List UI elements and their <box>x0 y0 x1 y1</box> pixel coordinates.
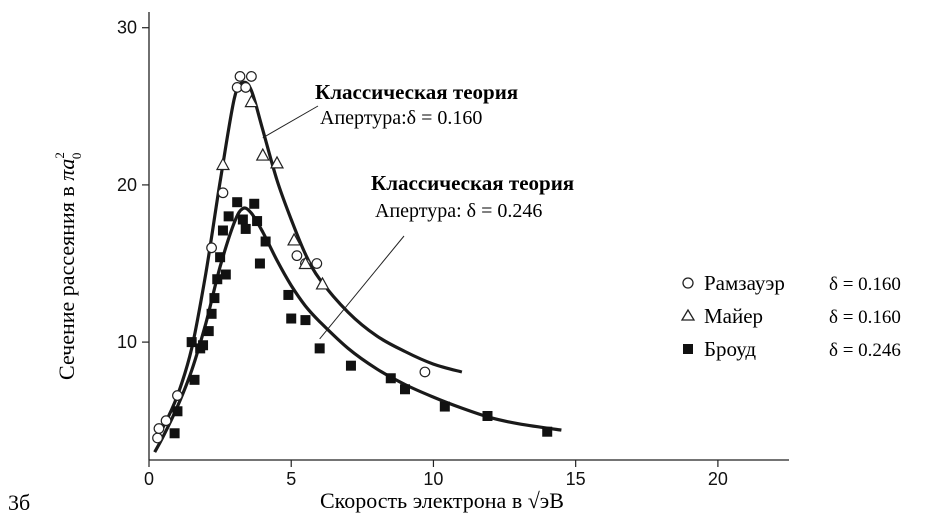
marker-broad <box>314 343 325 354</box>
marker-ramsauer <box>206 242 217 254</box>
annotation-2-leader <box>319 235 405 340</box>
marker-ramsauer <box>234 71 246 82</box>
marker-broad <box>212 274 223 285</box>
marker-ramsauer <box>419 366 431 378</box>
marker-broad <box>240 223 251 234</box>
x-tick-label: 10 <box>423 469 443 489</box>
y-tick-label: 30 <box>117 18 137 38</box>
marker-broad <box>203 326 214 337</box>
marker-broad <box>206 308 217 319</box>
marker-broad <box>286 313 297 324</box>
marker-ramsauer <box>217 187 229 199</box>
legend-label-mayer: Майер <box>704 304 763 328</box>
marker-ramsauer <box>240 82 252 93</box>
marker-broad <box>215 252 226 263</box>
marker-ramsauer <box>152 432 163 444</box>
marker-mayer <box>298 256 313 270</box>
x-axis-label: Скорость электрона в √эВ <box>320 488 564 513</box>
annotation-2-aperture: Апертура: δ = 0.246 <box>375 200 542 222</box>
marker-broad <box>232 197 243 208</box>
legend-marker-square <box>683 344 693 354</box>
marker-ramsauer <box>153 423 165 434</box>
annotation-1-title: Классическая теория <box>315 80 518 104</box>
legend-delta-broad: δ = 0.246 <box>829 340 901 361</box>
marker-mayer <box>215 157 230 171</box>
marker-mayer <box>287 232 302 246</box>
axes: 0 5 10 15 20 10 20 30 <box>117 12 789 489</box>
legend-label-ramsauer: Рамзауэр <box>704 271 785 295</box>
marker-broad <box>198 340 209 351</box>
marker-broad <box>209 293 220 304</box>
x-tick-label: 20 <box>708 469 728 489</box>
y-axis-label-unit: πa <box>54 159 79 181</box>
marker-mayer <box>255 147 270 161</box>
marker-broad <box>169 428 180 439</box>
marker-ramsauer <box>291 250 303 262</box>
marker-broad <box>249 198 260 209</box>
marker-broad <box>223 211 234 222</box>
marker-broad <box>254 258 265 269</box>
x-tick-label: 0 <box>144 469 154 489</box>
marker-ramsauer <box>245 71 257 82</box>
marker-broad <box>260 236 271 247</box>
marker-broad <box>252 216 263 227</box>
marker-mayer <box>315 276 330 290</box>
marker-broad <box>220 269 231 280</box>
y-tick-label: 10 <box>117 332 137 352</box>
marker-broad <box>345 360 356 371</box>
theory-curve-1 <box>153 80 463 441</box>
data-markers <box>152 71 553 444</box>
marker-mayer <box>244 94 259 108</box>
y-axis-label-main: Сечение рассеяния в <box>54 181 79 380</box>
y-axis-label: Сечение рассеяния в πa2 0 <box>52 152 84 380</box>
annotation-1-leader <box>262 105 319 139</box>
annotation-1-aperture: Апертура:δ = 0.160 <box>320 107 482 129</box>
marker-broad <box>542 426 553 437</box>
theory-curves <box>153 80 562 453</box>
marker-broad <box>186 337 197 348</box>
marker-broad <box>189 374 200 385</box>
marker-broad <box>237 214 248 225</box>
legend: Рамзауэр δ = 0.160 Майер δ = 0.160 Броуд… <box>680 271 901 361</box>
marker-broad <box>217 225 228 236</box>
legend-delta-ramsauer: δ = 0.160 <box>829 274 901 295</box>
marker-broad <box>172 406 183 417</box>
y-axis-label-unit-sup: 2 <box>52 152 67 159</box>
legend-marker-triangle <box>680 308 696 321</box>
marker-mayer <box>269 155 285 169</box>
marker-ramsauer <box>160 415 172 427</box>
marker-broad <box>300 315 311 326</box>
figure-label: 3б <box>8 490 30 515</box>
x-tick-label: 5 <box>286 469 296 489</box>
marker-ramsauer <box>172 390 183 401</box>
x-tick-label: 15 <box>566 469 586 489</box>
y-tick-label: 20 <box>117 175 137 195</box>
marker-broad <box>385 373 396 384</box>
marker-ramsauer <box>311 258 323 269</box>
legend-delta-mayer: δ = 0.160 <box>829 307 901 328</box>
y-axis-label-unit-sub: 0 <box>69 153 84 160</box>
marker-broad <box>400 384 410 395</box>
legend-label-broad: Броуд <box>704 337 756 361</box>
marker-broad <box>439 401 450 412</box>
marker-broad <box>482 410 493 421</box>
legend-marker-circle <box>682 277 694 289</box>
marker-broad <box>283 289 294 300</box>
annotation-2-title: Классическая теория <box>371 171 574 195</box>
